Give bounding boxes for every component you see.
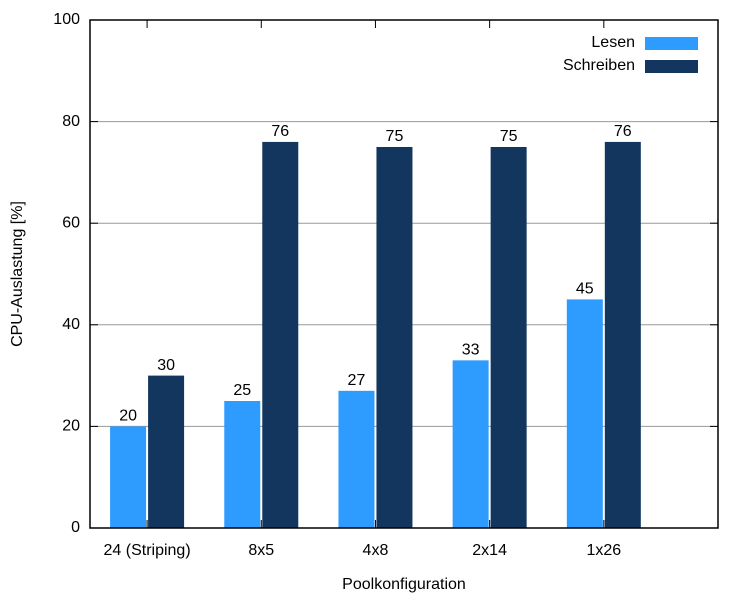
bar: [566, 299, 603, 528]
bar: [338, 390, 375, 528]
legend-label: Schreiben: [563, 57, 635, 74]
x-tick-label: 2x14: [472, 542, 507, 559]
y-tick-label: 60: [62, 214, 80, 231]
bar: [148, 375, 185, 528]
bar: [376, 147, 413, 528]
x-tick-label: 1x26: [586, 542, 621, 559]
bar: [110, 426, 147, 528]
value-label: 76: [614, 123, 632, 140]
bar: [262, 141, 299, 529]
y-tick-label: 0: [71, 519, 80, 536]
y-tick-label: 20: [62, 418, 80, 435]
x-tick-label: 24 (Striping): [104, 542, 191, 559]
bar: [604, 141, 641, 529]
value-label: 30: [157, 357, 175, 374]
x-tick-label: 8x5: [248, 542, 274, 559]
legend-label: Lesen: [591, 34, 635, 51]
y-axis-label: CPU-Auslastung [%]: [9, 201, 26, 347]
value-label: 20: [119, 408, 137, 425]
bar: [224, 401, 261, 528]
bar: [452, 360, 489, 528]
value-label: 27: [348, 372, 366, 389]
y-tick-label: 80: [62, 113, 80, 130]
legend-swatch: [645, 60, 698, 73]
x-axis-label: Poolkonfiguration: [342, 576, 466, 593]
y-tick-label: 40: [62, 316, 80, 333]
y-tick-label: 100: [53, 11, 80, 28]
value-label: 45: [576, 281, 594, 298]
plot-frame: [89, 19, 719, 529]
bar: [490, 147, 527, 528]
value-label: 75: [386, 128, 404, 145]
legend-swatch: [645, 37, 698, 50]
value-label: 75: [500, 128, 518, 145]
x-tick-label: 4x8: [363, 542, 389, 559]
value-label: 76: [271, 123, 289, 140]
value-label: 33: [462, 342, 480, 359]
value-label: 25: [233, 382, 251, 399]
